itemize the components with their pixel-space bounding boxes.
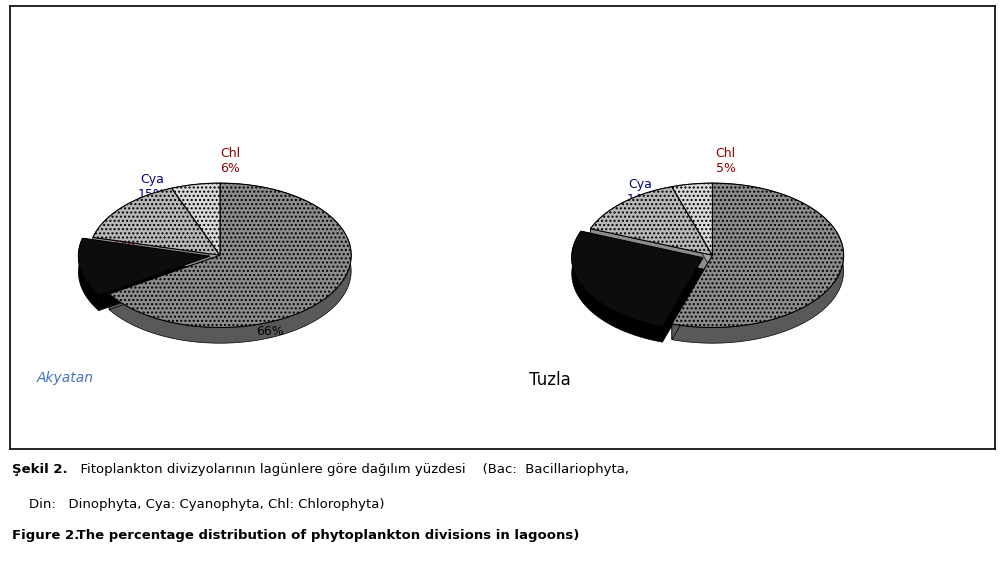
Polygon shape: [172, 183, 220, 255]
Text: Bac
66%: Bac 66%: [256, 310, 283, 338]
Polygon shape: [110, 255, 220, 310]
Polygon shape: [672, 183, 713, 255]
Polygon shape: [672, 255, 713, 339]
Polygon shape: [572, 231, 662, 342]
Polygon shape: [172, 183, 220, 204]
Text: Cya
14%: Cya 14%: [626, 178, 654, 206]
Polygon shape: [572, 231, 702, 327]
Text: The percentage distribution of phytoplankton divisions in lagoons): The percentage distribution of phytoplan…: [72, 529, 580, 542]
Polygon shape: [591, 229, 713, 271]
Polygon shape: [672, 187, 713, 271]
Text: Tuzla: Tuzla: [529, 371, 571, 389]
Polygon shape: [92, 237, 220, 271]
Polygon shape: [110, 183, 351, 343]
Polygon shape: [672, 183, 843, 328]
Text: Şekil 2.: Şekil 2.: [12, 463, 67, 476]
Text: Din:   Dinophyta, Cya: Cyanophyta, Chl: Chlorophyta): Din: Dinophyta, Cya: Cyanophyta, Chl: Ch…: [12, 498, 385, 511]
Polygon shape: [672, 187, 713, 271]
Polygon shape: [92, 188, 172, 253]
Polygon shape: [591, 187, 672, 245]
Polygon shape: [78, 238, 98, 311]
Polygon shape: [92, 188, 220, 255]
Text: Figure 2.: Figure 2.: [12, 529, 79, 542]
Polygon shape: [581, 231, 702, 274]
Polygon shape: [591, 187, 713, 255]
Polygon shape: [672, 183, 843, 343]
Text: Cya
15%: Cya 15%: [138, 173, 166, 201]
Polygon shape: [172, 188, 220, 271]
Polygon shape: [78, 238, 210, 295]
Text: Chl
5%: Chl 5%: [716, 147, 736, 175]
Text: Bac
55%: Bac 55%: [793, 241, 821, 269]
Polygon shape: [672, 183, 713, 203]
Polygon shape: [662, 257, 702, 342]
Text: Din
26%: Din 26%: [626, 278, 654, 306]
Text: Din
13%: Din 13%: [112, 238, 140, 266]
Polygon shape: [172, 188, 220, 271]
Text: Chl
6%: Chl 6%: [220, 147, 240, 175]
Polygon shape: [98, 256, 210, 311]
Text: Fitoplankton divizyolarının lagünlere göre dağılım yüzdesi    (Bac:  Bacillariop: Fitoplankton divizyolarının lagünlere gö…: [72, 463, 629, 476]
Text: Akyatan: Akyatan: [36, 371, 93, 385]
Polygon shape: [110, 183, 351, 328]
Polygon shape: [82, 238, 210, 272]
